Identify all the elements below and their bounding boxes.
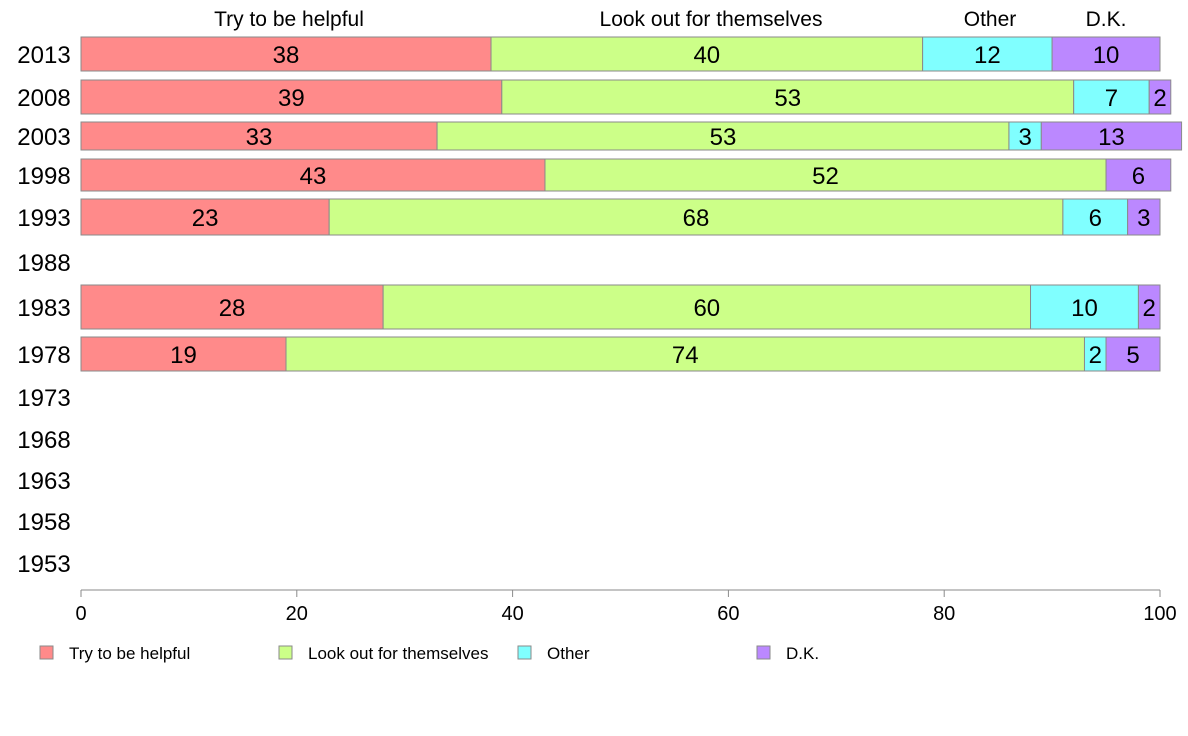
- bar-segment: [328, 198, 1064, 236]
- year-label: 1998: [17, 163, 70, 190]
- year-label: 1973: [17, 385, 70, 412]
- bar-segment: [1148, 79, 1172, 115]
- bar-segment: [285, 336, 1085, 372]
- bar-segment: [501, 79, 1075, 115]
- bar-value-label: 53: [774, 85, 801, 112]
- bar-segment: [1030, 284, 1139, 330]
- bar-segment: [80, 121, 438, 151]
- bar-value-label: 6: [1132, 163, 1145, 190]
- bar-value-label: 60: [693, 295, 720, 322]
- bar-value-label: 52: [812, 163, 839, 190]
- legend-label: Try to be helpful: [69, 644, 190, 663]
- year-label: 1968: [17, 427, 70, 454]
- year-label: 2008: [17, 85, 70, 112]
- column-header: Try to be helpful: [214, 8, 364, 31]
- x-tick-label: 100: [1143, 603, 1176, 625]
- x-axis: 0 20 40 60 80 100: [75, 589, 1177, 625]
- bar-segment: [1105, 336, 1161, 372]
- bar-value-label: 68: [683, 205, 710, 232]
- bar-segment: [1062, 198, 1129, 236]
- bar-value-label: 53: [710, 124, 737, 151]
- column-headers: Try to be helpful Look out for themselves…: [214, 8, 1126, 31]
- year-label: 1958: [17, 509, 70, 536]
- column-header: D.K.: [1086, 8, 1127, 31]
- x-tick-label: 40: [501, 603, 523, 625]
- x-tick-label: 60: [717, 603, 739, 625]
- bar-segment: [80, 36, 492, 72]
- year-label: 1963: [17, 468, 70, 495]
- bar-segment: [382, 284, 1032, 330]
- bar-value-label: 10: [1071, 295, 1098, 322]
- bar-segment: [1127, 198, 1161, 236]
- legend-swatch: [278, 645, 293, 660]
- year-labels: 2013 2008 2003 1998 1993 1988 1983 1978 1973 1968…: [17, 42, 70, 578]
- bar-value-label: 3: [1018, 124, 1031, 151]
- bar-value-label: 6: [1089, 205, 1102, 232]
- bar-value-label: 28: [219, 295, 246, 322]
- bar-value-label: 2: [1153, 85, 1166, 112]
- bar-value-label: 3: [1137, 205, 1150, 232]
- bar-segment: [1051, 36, 1161, 72]
- column-header: Other: [964, 8, 1017, 31]
- year-label: 1978: [17, 342, 70, 369]
- bar-segment: [80, 158, 546, 192]
- bar-value-label: 23: [192, 205, 219, 232]
- bar-value-label: 10: [1093, 42, 1120, 69]
- legend-swatch: [39, 645, 54, 660]
- year-label: 2013: [17, 42, 70, 69]
- bar-value-label: 43: [300, 163, 327, 190]
- bar-value-label: 2: [1089, 342, 1102, 369]
- x-tick-label: 0: [75, 603, 86, 625]
- x-tick-label: 80: [933, 603, 955, 625]
- bar-segment: [1008, 121, 1042, 151]
- bar-value-label: 5: [1126, 342, 1139, 369]
- bar-value-label: 2: [1143, 295, 1156, 322]
- bar-segment: [436, 121, 1010, 151]
- bar-segment: [544, 158, 1107, 192]
- legend-label: Other: [547, 644, 590, 663]
- legend-label: Look out for themselves: [308, 644, 488, 663]
- bar-value-label: 13: [1098, 124, 1125, 151]
- x-tick-label: 20: [286, 603, 308, 625]
- bar-value-label: 7: [1105, 85, 1118, 112]
- legend-swatch: [517, 645, 532, 660]
- bar-segment: [80, 79, 503, 115]
- bar-value-label: 74: [672, 342, 699, 369]
- bar-segment: [1105, 158, 1172, 192]
- year-label: 1988: [17, 250, 70, 277]
- bar-segment: [80, 284, 384, 330]
- legend-label: D.K.: [786, 644, 819, 663]
- bar-segment: [1073, 79, 1150, 115]
- bar-value-label: 33: [246, 124, 273, 151]
- bar-segment: [1137, 284, 1161, 330]
- bar-segment: [922, 36, 1053, 72]
- bar-segment: [1040, 121, 1183, 151]
- year-label: 1993: [17, 205, 70, 232]
- bar-value-label: 38: [273, 42, 300, 69]
- bar-value-label: 12: [974, 42, 1001, 69]
- year-label: 2003: [17, 124, 70, 151]
- year-label: 1953: [17, 551, 70, 578]
- bar-value-label: 40: [693, 42, 720, 69]
- bar-segment: [490, 36, 924, 72]
- bar-value-label: 39: [278, 85, 305, 112]
- year-label: 1983: [17, 295, 70, 322]
- bar-segment: [80, 198, 330, 236]
- legend: Try to be helpful Look out for themselves…: [39, 644, 819, 663]
- bar-value-label: 19: [170, 342, 197, 369]
- legend-swatch: [756, 645, 771, 660]
- column-header: Look out for themselves: [600, 8, 823, 31]
